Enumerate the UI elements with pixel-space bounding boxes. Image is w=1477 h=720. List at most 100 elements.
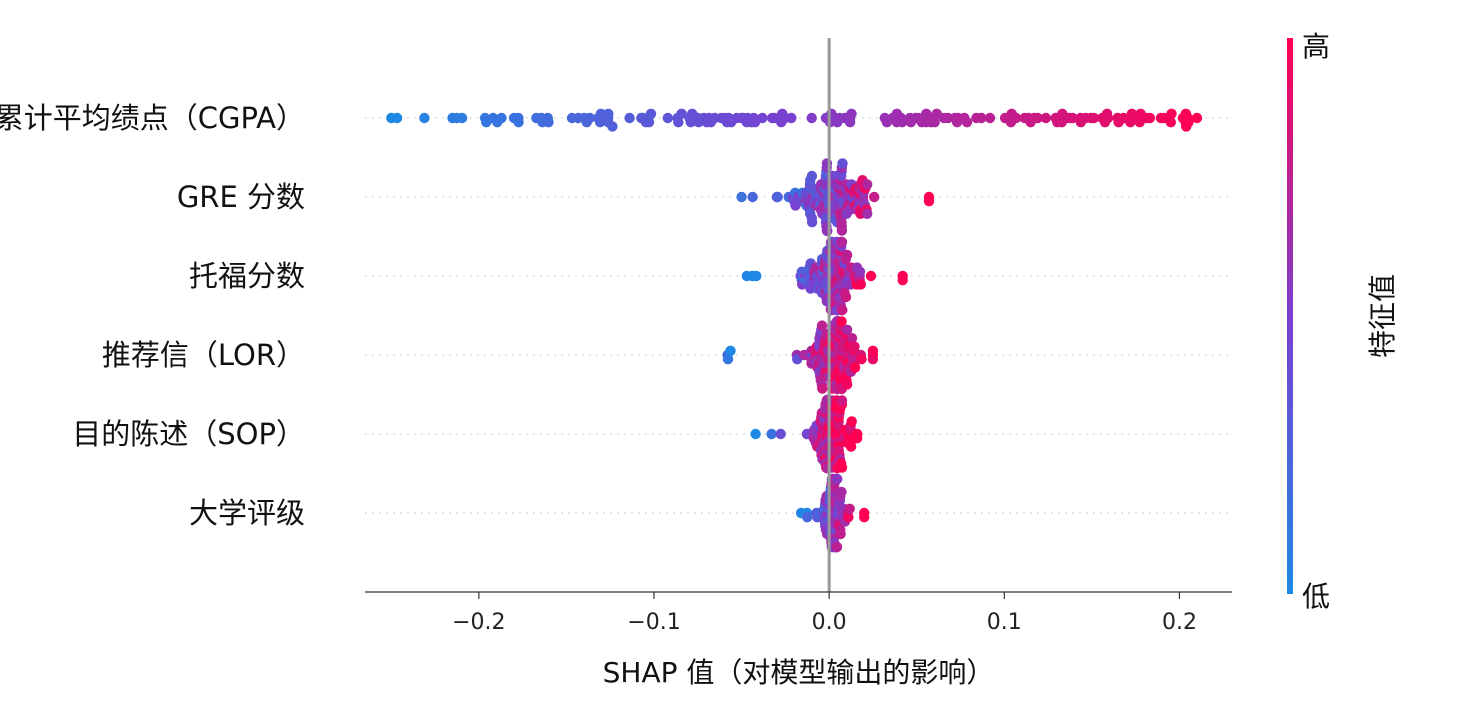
shap-point-4 [766,428,777,440]
shap-point-3 [846,333,858,344]
shap-point-2 [854,266,866,277]
shap-point-2 [865,270,877,282]
feature-label: 目的陈述（SOP） [72,417,305,451]
shap-point-0 [607,121,618,132]
shap-point-3 [816,320,828,331]
shap-point-0 [929,117,940,128]
shap-point-0 [419,112,430,124]
shap-point-0 [806,112,817,124]
shap-point-4 [845,441,857,452]
shap-point-1 [862,208,873,219]
x-tick-label: 0.0 [812,610,847,635]
shap-point-3 [849,362,861,373]
shap-point-0 [984,112,996,124]
shap-point-3 [817,383,828,394]
shap-point-0 [391,112,403,124]
shap-point-0 [676,108,687,120]
shap-point-0 [1088,112,1100,124]
shap-point-0 [1191,112,1203,124]
colorbar-title: 特征值 [1366,274,1399,358]
shap-point-1 [806,217,818,228]
shap-point-0 [786,112,797,124]
shap-point-0 [1165,117,1177,128]
shap-point-0 [645,108,657,120]
shap-point-2 [855,279,866,290]
colorbar-high-label: 高 [1302,30,1330,63]
shap-point-0 [846,108,857,120]
shap-point-2 [751,270,762,282]
shap-point-0 [543,117,554,128]
shap-point-1 [747,191,758,203]
shap-point-0 [976,112,987,124]
shap-point-1 [836,225,848,236]
shap-point-0 [584,112,596,124]
shap-point-1 [869,191,880,203]
shap-point-0 [1144,112,1156,124]
shap-point-0 [456,112,468,124]
shap-point-0 [1032,112,1044,124]
shap-point-2 [840,291,852,303]
shap-point-0 [1102,112,1114,124]
shap-point-0 [643,117,655,128]
shap-point-1 [862,179,873,190]
shap-point-1 [772,191,783,203]
shap-point-5 [859,512,870,523]
shap-point-5 [836,486,847,498]
shap-point-4 [852,433,863,444]
shap-point-3 [867,354,879,365]
shap-point-3 [722,354,734,365]
shap-point-1 [923,196,935,207]
shap-point-5 [844,503,855,514]
feature-label: 推荐信（LOR） [102,338,305,372]
shap-point-0 [757,112,768,124]
colorbar-low-label: 低 [1302,580,1330,613]
shap-point-0 [1067,112,1078,124]
x-tick-label: −0.2 [452,610,505,635]
x-tick-label: 0.1 [987,610,1022,635]
shap-point-0 [513,117,524,128]
colorbar [1287,38,1293,594]
shap-point-5 [802,512,813,523]
feature-label: GRE 分数 [177,180,305,214]
shap-point-5 [831,541,843,553]
x-tick-label: −0.1 [627,610,680,635]
shap-point-0 [496,112,507,124]
shap-point-0 [624,112,635,124]
x-axis-ticks: −0.2 −0.1 0.0 0.1 0.2 [452,592,1197,635]
shap-point-0 [1040,112,1052,124]
shap-point-1 [837,158,848,169]
shap-point-5 [835,528,846,540]
shap-point-1 [806,170,818,182]
shap-point-0 [603,108,614,120]
shap-point-1 [822,225,833,237]
x-tick-label: 0.2 [1162,610,1197,635]
shap-point-5 [832,473,843,485]
shap-point-3 [849,341,860,352]
shap-point-0 [896,117,908,128]
shap-point-1 [736,191,747,203]
feature-label: 托福分数 [189,259,305,293]
shap-point-0 [961,117,973,128]
shap-point-2 [837,304,848,316]
x-axis-title: SHAP 值（对模型输出的影响） [603,656,995,689]
shap-point-0 [844,117,856,128]
feature-label: 累计平均绩点（CGPA） [0,101,305,135]
shap-point-4 [836,462,848,473]
shap-point-0 [1166,108,1177,120]
shap-point-4 [750,428,761,440]
shap-point-2 [897,275,908,286]
feature-label: 大学评级 [189,496,305,530]
shap-point-3 [856,354,867,365]
shap-point-3 [725,345,736,356]
shap-point-5 [843,512,854,523]
shap-point-4 [846,416,857,427]
shap-point-3 [841,324,853,335]
shap-point-0 [1183,117,1194,128]
row-guides [365,117,1232,514]
shap-point-2 [841,249,853,261]
shap-point-0 [662,112,673,124]
shap-point-2 [836,236,848,248]
shap-point-3 [841,379,853,390]
